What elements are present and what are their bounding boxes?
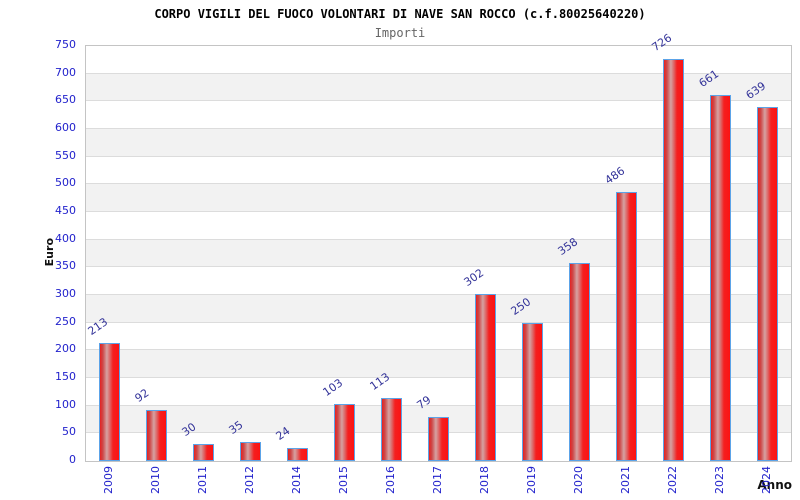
chart-subtitle: Importi	[374, 26, 426, 40]
y-tick-label: 0	[69, 453, 76, 466]
gridline	[86, 155, 791, 157]
plot-band	[86, 350, 791, 378]
bar-2014	[287, 447, 308, 461]
bar-2017	[428, 417, 449, 461]
x-tick-label-2021: 2021	[618, 466, 632, 494]
bar-2011	[193, 444, 214, 461]
x-axis-label: Anno	[757, 478, 792, 492]
x-tick-label-2012: 2012	[242, 466, 256, 494]
x-tick-label-2019: 2019	[524, 466, 538, 494]
gridline	[86, 404, 791, 406]
bar-2018	[475, 293, 496, 461]
x-tick-label-2016: 2016	[383, 466, 397, 494]
bar-2024	[757, 107, 778, 461]
x-tick-label-2015: 2015	[336, 466, 350, 494]
chart-title: CORPO VIGILI DEL FUOCO VOLONTARI DI NAVE…	[154, 7, 646, 21]
y-tick-label: 150	[55, 370, 76, 383]
y-tick-label: 300	[55, 287, 76, 300]
gridline	[86, 100, 791, 102]
y-tick-label: 500	[55, 176, 76, 190]
bar-2020	[569, 262, 590, 461]
x-tick-label-2010: 2010	[148, 466, 162, 494]
bar-value-label: 92	[132, 386, 152, 406]
bar-value-label: 103	[320, 376, 346, 399]
x-tick-label-2018: 2018	[477, 466, 491, 494]
gridline	[86, 294, 791, 295]
gridline	[86, 266, 791, 268]
plot-band	[86, 295, 791, 323]
x-tick-label-2023: 2023	[712, 466, 726, 494]
plot-band	[86, 73, 791, 102]
y-tick-label: 350	[55, 259, 76, 273]
bar-2010	[146, 410, 167, 461]
y-tick-label: 600	[55, 121, 76, 134]
y-tick-label: 250	[55, 314, 76, 328]
y-tick-label: 50	[62, 425, 76, 439]
gridline	[86, 211, 791, 212]
bar-2022	[663, 59, 684, 461]
x-tick-label-2009: 2009	[101, 466, 115, 494]
y-tick-label: 100	[55, 397, 76, 411]
x-tick-label-2022: 2022	[665, 466, 679, 494]
bar-2016	[381, 398, 402, 461]
y-tick-label: 700	[55, 65, 76, 79]
y-tick-label: 400	[55, 231, 76, 245]
x-tick-label-2024: 2024	[759, 466, 773, 494]
x-tick-label-2014: 2014	[289, 466, 303, 494]
y-tick-label: 450	[55, 204, 76, 217]
gridline	[86, 321, 791, 323]
bar-2019	[522, 322, 543, 461]
y-tick-label: 200	[55, 342, 76, 356]
gridline	[86, 238, 791, 240]
gridline	[86, 349, 791, 351]
gridline	[86, 128, 791, 129]
plot-band	[86, 129, 791, 157]
plot-band	[86, 239, 791, 268]
bar-2023	[710, 95, 731, 461]
x-tick-label-2011: 2011	[195, 466, 209, 494]
bar-2012	[240, 441, 261, 461]
y-tick-label: 550	[55, 148, 76, 162]
x-tick-label-2017: 2017	[430, 466, 444, 494]
plot-area: 213 92 30 35 24 103 113 79 302 250 358 486 726 661 639	[85, 32, 792, 462]
y-tick-label: 650	[55, 93, 76, 107]
bar-2015	[334, 404, 355, 461]
gridline	[86, 72, 791, 74]
gridline	[86, 377, 791, 378]
x-tick-label-2020: 2020	[571, 466, 585, 494]
plot-band	[86, 184, 791, 212]
bar-value-label: 302	[461, 266, 487, 289]
bar-2009	[99, 343, 120, 461]
bar-2021	[616, 192, 637, 461]
gridline	[86, 183, 791, 185]
y-tick-label: 750	[55, 38, 76, 51]
